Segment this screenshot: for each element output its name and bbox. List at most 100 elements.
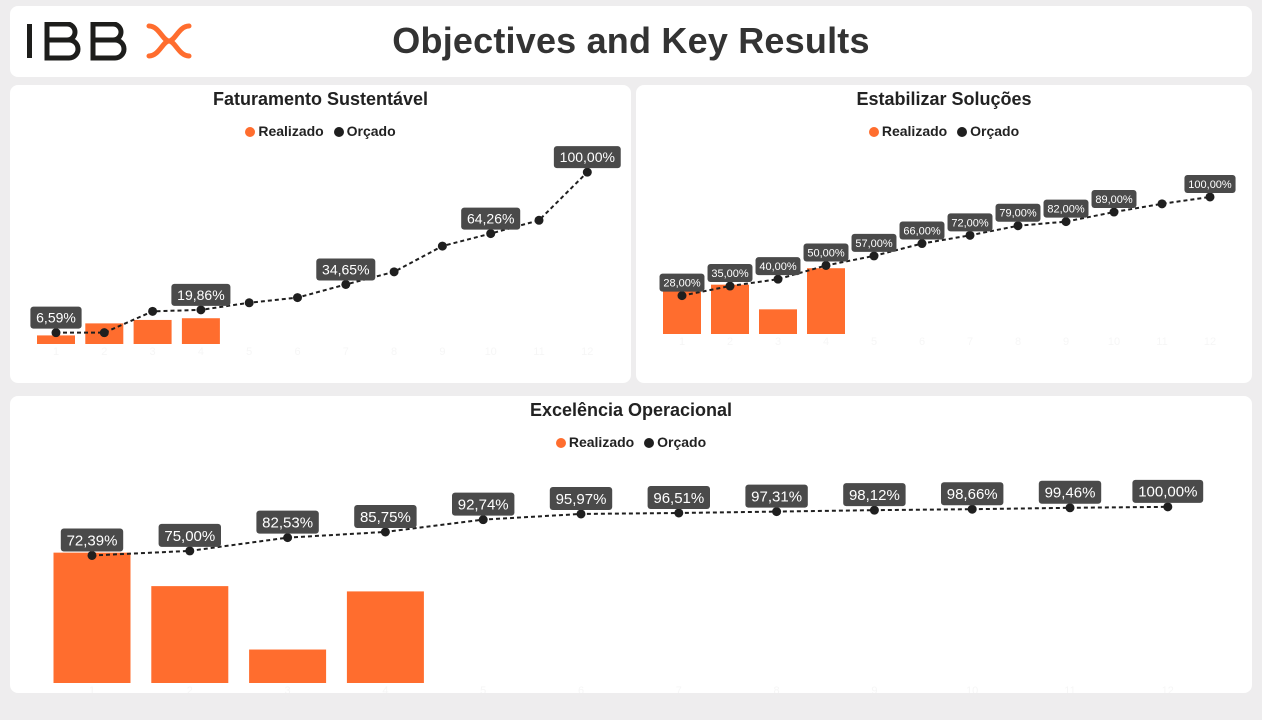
point-orcado[interactable] [534,215,544,225]
data-label-bg [745,484,808,508]
point-orcado[interactable] [1013,221,1023,231]
point-orcado[interactable] [773,274,783,284]
bar-realizado[interactable] [346,591,424,683]
legend-orcado-swatch [333,127,344,137]
x-tick-label: 4 [382,685,388,693]
legend-realizado-label: Realizado [258,123,324,139]
point-orcado[interactable] [389,267,399,277]
data-label-bg [1091,190,1137,209]
legend-item-orcado[interactable]: Orçado [333,123,396,139]
point-orcado[interactable] [1109,207,1119,217]
x-tick-label: 11 [1156,336,1167,348]
point-orcado[interactable] [967,504,977,514]
x-tick-label: 11 [533,346,544,358]
point-orcado[interactable] [917,239,927,249]
chart-plot-faturamento: 1 2 3 4 5 6 7 8 9 10 11 126,59%19,86%34,65%64,26%10… [30,146,621,358]
legend-realizado-swatch [555,438,566,448]
data-label-orcado: 64,26% [461,207,521,230]
chart-panel-faturamento: Faturamento Sustentável Realizado Orçado… [10,85,631,383]
data-label-text: 99,46% [1045,485,1096,502]
bar-realizado[interactable] [759,309,797,334]
data-label-orcado: 57,00% [851,233,897,252]
point-orcado[interactable] [486,229,496,239]
point-orcado[interactable] [869,251,879,261]
point-orcado[interactable] [772,507,782,517]
point-orcado[interactable] [293,293,302,303]
x-tick-label: 5 [871,336,877,348]
point-orcado[interactable] [185,546,195,556]
data-label-orcado: 79,00% [995,203,1041,222]
point-orcado[interactable] [148,306,158,316]
x-tick-label: 5 [480,685,486,693]
legend-realizado-swatch [868,127,879,137]
point-orcado[interactable] [478,515,488,525]
x-tick-label: 4 [198,346,204,358]
line-orcado [56,171,589,334]
point-orcado[interactable] [965,230,975,240]
point-orcado[interactable] [1163,502,1173,512]
point-orcado[interactable] [725,281,735,291]
x-tick-label: 10 [485,346,497,358]
legend-item-realizado[interactable]: Realizado [868,123,947,139]
point-orcado[interactable] [821,260,831,270]
legend-item-realizado[interactable]: Realizado [245,123,324,139]
point-orcado[interactable] [1205,192,1215,202]
point-orcado[interactable] [437,241,447,251]
point-orcado[interactable] [1065,503,1075,513]
point-orcado[interactable] [244,298,254,308]
bar-realizado[interactable] [133,319,172,344]
legend-item-realizado[interactable]: Realizado [555,434,634,450]
point-orcado[interactable] [341,279,351,289]
data-label-bg [647,485,710,509]
bar-realizado[interactable] [807,268,845,334]
x-tick-label: 6 [294,346,300,358]
chart-title: Faturamento Sustentável [212,89,429,109]
data-label-orcado: 99,46% [1038,480,1102,504]
data-label-orcado: 82,53% [256,510,319,534]
data-label-orcado: 96,51% [647,485,710,509]
point-orcado[interactable] [87,550,97,560]
point-orcado[interactable] [99,328,109,338]
data-label-bg [941,482,1004,506]
x-tick-label: 7 [676,685,682,693]
data-label-text: 98,12% [849,487,900,504]
chart-legend: Realizado Orçado [10,123,631,139]
header-bar: Objectives and Key Results [10,6,1252,77]
bar-realizado[interactable] [711,284,749,334]
chart-legend: Realizado Orçado [636,123,1252,139]
point-orcado[interactable] [283,533,293,543]
data-label-bg [843,483,906,507]
point-orcado[interactable] [869,505,879,515]
legend-item-orcado[interactable]: Orçado [644,434,706,450]
point-orcado[interactable] [576,509,586,519]
data-label-text: 50,00% [807,247,845,259]
data-label-text: 64,26% [467,211,514,227]
point-orcado[interactable] [51,328,61,338]
x-tick-label: 3 [150,346,156,358]
point-orcado[interactable] [1157,199,1167,209]
data-label-text: 82,00% [1047,204,1085,216]
bar-realizado[interactable] [181,318,220,344]
point-orcado[interactable] [380,527,390,537]
data-label-text: 6,59% [36,310,76,326]
bar-realizado[interactable] [249,649,327,683]
point-orcado[interactable] [1061,217,1071,227]
bar-realizado[interactable] [37,335,75,344]
data-label-orcado: 92,74% [452,492,515,516]
legend-item-orcado[interactable]: Orçado [957,123,1019,139]
point-orcado[interactable] [677,291,687,301]
point-orcado[interactable] [582,167,592,177]
x-tick-label: 2 [187,685,193,693]
legend-orcado-label: Orçado [346,123,396,139]
legend-orcado-label: Orçado [970,123,1020,139]
point-orcado[interactable] [196,305,206,315]
bar-realizado[interactable] [53,552,131,683]
x-tick-label: 6 [919,336,925,348]
bar-realizado[interactable] [151,586,229,683]
data-label-bg [1132,479,1204,503]
chart-panel-excelencia: Excelência Operacional Realizado Orçado … [10,396,1252,693]
ibbx-logo [27,22,192,61]
point-orcado[interactable] [674,508,684,518]
data-label-text: 96,51% [653,490,704,507]
